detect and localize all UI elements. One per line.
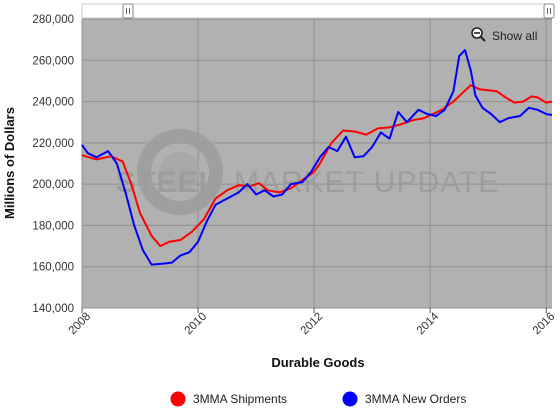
x-axis-ticks: 2008 2010 2012 2014 2016 [67,308,558,338]
legend: 3MMA Shipments 3MMA New Orders [170,391,467,407]
navigator-handle-left[interactable] [122,3,134,19]
x-tick-label: 2014 [415,310,442,337]
x-tick-label: 2010 [183,311,210,338]
y-tick-label: 260,000 [32,55,74,67]
y-tick-label: 160,000 [32,262,74,274]
x-tick-label: 2012 [299,311,326,338]
y-tick-label: 240,000 [32,97,74,109]
y-tick-label: 280,000 [32,14,74,26]
y-axis-title: Millions of Dollars [2,107,17,219]
legend-item-shipments[interactable]: 3MMA Shipments [170,391,288,407]
y-tick-label: 140,000 [32,303,74,315]
legend-item-new-orders[interactable]: 3MMA New Orders [342,391,467,407]
watermark-logo: STEEL MARKET UPDATE [116,129,499,215]
x-axis-title: Durable Goods [271,355,364,370]
navigator[interactable] [81,3,555,19]
y-tick-label: 200,000 [32,179,74,191]
zoom-out-icon [471,27,486,42]
watermark-brand-bold: STEEL [116,166,218,199]
legend-label: 3MMA Shipments [193,392,287,406]
series-layer [81,49,553,266]
show-all-label: Show all [492,29,537,43]
series-line-new-orders [81,49,553,266]
legend-marker [170,391,186,407]
y-tick-label: 180,000 [32,220,74,232]
y-axis-ticks: 140,000 160,000 180,000 200,000 220,000 240,0… [32,14,74,315]
x-tick-label: 2016 [531,311,558,338]
series-line-shipments [81,84,553,248]
show-all-button[interactable]: Show all [471,27,537,43]
navigator-handle-right[interactable] [543,3,555,19]
legend-marker [342,391,358,407]
y-tick-label: 220,000 [32,138,74,150]
legend-label: 3MMA New Orders [365,392,466,406]
watermark-brand-rest: MARKET UPDATE [234,166,499,199]
